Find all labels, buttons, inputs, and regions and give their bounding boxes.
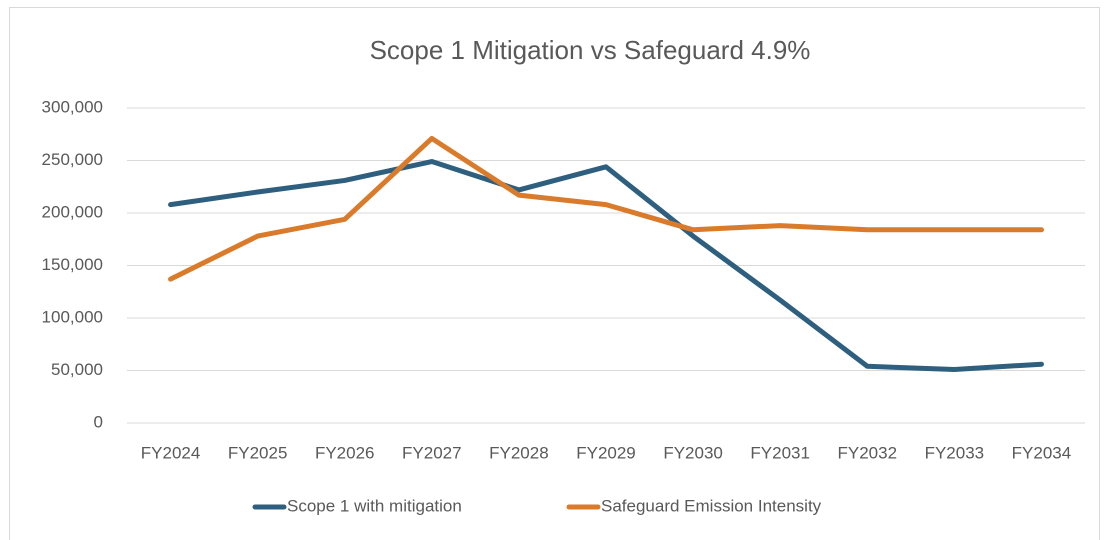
chart-title: Scope 1 Mitigation vs Safeguard 4.9% (370, 35, 811, 65)
legend-label: Safeguard Emission Intensity (601, 496, 822, 515)
x-tick-label: FY2030 (663, 443, 723, 462)
x-tick-label: FY2034 (1012, 443, 1072, 462)
series-line (168, 159, 1044, 372)
x-tick-label: FY2028 (489, 443, 549, 462)
x-tick-label: FY2025 (228, 443, 288, 462)
y-tick-label: 100,000 (42, 307, 103, 326)
x-tick-label: FY2024 (141, 443, 201, 462)
x-tick-label: FY2033 (925, 443, 985, 462)
x-tick-label: FY2026 (315, 443, 375, 462)
x-tick-label: FY2031 (750, 443, 810, 462)
y-tick-label: 50,000 (51, 360, 103, 379)
y-tick-label: 300,000 (42, 97, 103, 116)
x-tick-label: FY2032 (837, 443, 897, 462)
chart-frame (9, 7, 1100, 540)
x-tick-label: FY2027 (402, 443, 462, 462)
y-tick-label: 0 (94, 412, 103, 431)
y-tick-label: 250,000 (42, 150, 103, 169)
x-tick-label: FY2029 (576, 443, 636, 462)
legend-label: Scope 1 with mitigation (287, 496, 462, 515)
series-line (168, 135, 1044, 282)
y-tick-label: 200,000 (42, 202, 103, 221)
y-tick-label: 150,000 (42, 255, 103, 274)
